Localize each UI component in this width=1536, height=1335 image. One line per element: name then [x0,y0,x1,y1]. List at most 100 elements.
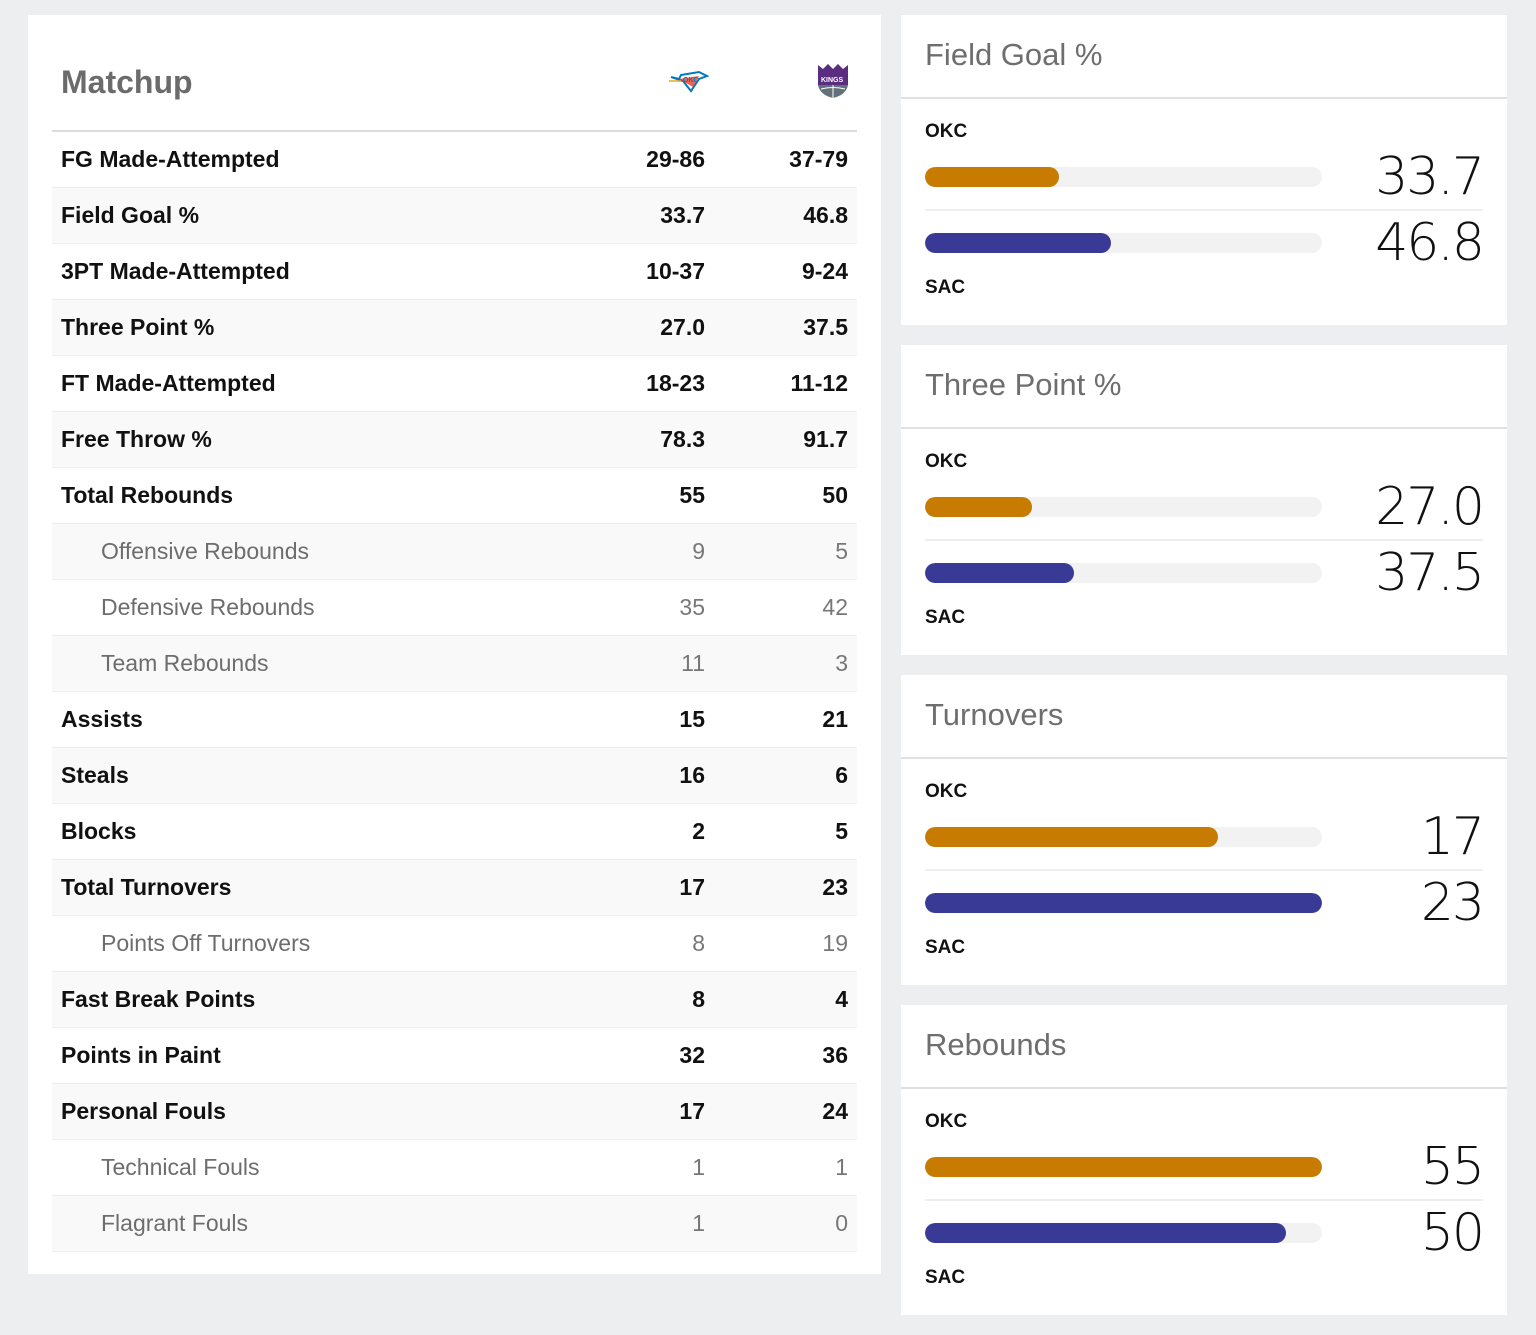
table-row: Total Turnovers 17 23 [52,860,857,916]
sac-stat-value: 19 [822,930,848,956]
sac-big-value: 50 [1420,1203,1485,1263]
sac-big-value: 37.5 [1375,543,1485,603]
okc-stat-value: 27.0 [660,314,705,340]
table-row: FT Made-Attempted 18-23 11-12 [52,356,857,412]
sac-stat-value: 36 [822,1042,848,1068]
sac-stat-value: 1 [835,1154,848,1180]
panel-title: Rebounds [925,1027,1067,1062]
okc-stat-value: 29-86 [646,146,705,172]
panel-header: Turnovers [901,675,1507,759]
okc-stat-value: 35 [679,594,705,620]
stat-label: Three Point % [61,314,215,340]
okc-stat-value: 9 [692,538,705,564]
okc-bar-fill [925,827,1219,847]
okc-stat-value: 16 [679,762,705,788]
sac-stat-value: 37-79 [789,146,848,172]
table-row: Fast Break Points 8 4 [52,972,857,1028]
stat-label: Blocks [61,818,137,844]
table-row: Assists 15 21 [52,692,857,748]
okc-stat-value: 1 [692,1154,705,1180]
okc-big-value: 33.7 [1375,147,1485,207]
table-row: Offensive Rebounds 9 5 [52,524,857,580]
okc-stat-value: 10-37 [646,258,705,284]
table-row: Total Rebounds 55 50 [52,468,857,524]
okc-stat-value: 1 [692,1210,705,1236]
stat-label: Points in Paint [61,1042,221,1068]
stat-label: Points Off Turnovers [101,930,311,956]
stat-comparison-panel: Rebounds OKC 55 50 SAC [901,1005,1507,1315]
sac-bar-fill [925,233,1111,253]
sac-kings-logo-icon: KINGS [818,64,848,98]
sac-stat-value: 23 [822,874,848,900]
sac-bar-fill [925,563,1074,583]
table-row: Points in Paint 32 36 [52,1028,857,1084]
okc-bar-track [925,167,1322,187]
stat-label: Team Rebounds [101,650,269,676]
table-row: Blocks 2 5 [52,804,857,860]
okc-big-value: 27.0 [1375,477,1485,537]
stat-label: Offensive Rebounds [101,538,309,564]
sac-bar-track [925,563,1322,583]
okc-stat-value: 32 [679,1042,705,1068]
panel-divider [925,539,1483,541]
okc-stat-value: 17 [679,874,705,900]
matchup-header: Matchup OKC KINGS [52,15,857,132]
sac-stat-value: 6 [835,762,848,788]
panel-divider [925,209,1483,211]
okc-bar-track [925,827,1322,847]
sac-stat-value: 46.8 [803,202,848,228]
svg-text:KINGS: KINGS [821,77,844,84]
stat-comparison-panel: Field Goal % OKC 33.7 46.8 SAC [901,15,1507,325]
okc-bar-track [925,497,1322,517]
sac-bar-track [925,233,1322,253]
stat-comparison-panel: Turnovers OKC 17 23 SAC [901,675,1507,985]
okc-stat-value: 15 [679,706,705,732]
table-row: Flagrant Fouls 1 0 [52,1196,857,1252]
panel-header: Three Point % [901,345,1507,429]
sac-big-value: 23 [1420,873,1485,933]
stat-label: Personal Fouls [61,1098,226,1124]
panel-divider [925,869,1483,871]
table-row: Field Goal % 33.7 46.8 [52,188,857,244]
sac-stat-value: 37.5 [803,314,848,340]
sac-stat-value: 24 [822,1098,848,1124]
sac-team-label: SAC [925,607,966,628]
okc-bar-fill [925,497,1033,517]
stat-label: Defensive Rebounds [101,594,315,620]
okc-bar-fill [925,1157,1322,1177]
table-row: Technical Fouls 1 1 [52,1140,857,1196]
panel-title: Three Point % [925,367,1122,402]
sac-team-label: SAC [925,937,966,958]
sac-stat-value: 42 [822,594,848,620]
stat-label: 3PT Made-Attempted [61,258,290,284]
panel-title: Turnovers [925,697,1064,732]
table-row: Personal Fouls 17 24 [52,1084,857,1140]
stat-label: FG Made-Attempted [61,146,280,172]
table-row: Three Point % 27.0 37.5 [52,300,857,356]
stat-label: Assists [61,706,143,732]
stat-label: Technical Fouls [101,1154,260,1180]
okc-big-value: 55 [1420,1137,1485,1197]
stat-comparison-panel: Three Point % OKC 27.0 37.5 SAC [901,345,1507,655]
okc-stat-value: 17 [679,1098,705,1124]
panel-header: Rebounds [901,1005,1507,1089]
stat-label: Total Rebounds [61,482,234,508]
sac-bar-track [925,893,1322,913]
okc-stat-value: 18-23 [646,370,705,396]
stat-label: Fast Break Points [61,986,256,1012]
sac-stat-value: 5 [835,818,848,844]
okc-stat-value: 2 [692,818,705,844]
okc-stat-value: 8 [692,930,705,956]
okc-stat-value: 11 [681,650,705,676]
okc-stat-value: 33.7 [660,202,705,228]
okc-stat-value: 8 [692,986,705,1012]
okc-team-label: OKC [925,121,968,142]
stat-label: Field Goal % [61,202,200,228]
okc-big-value: 17 [1420,807,1485,867]
okc-team-label: OKC [925,1111,968,1132]
sac-stat-value: 9-24 [801,258,848,284]
table-row: 3PT Made-Attempted 10-37 9-24 [52,244,857,300]
sac-stat-value: 5 [835,538,848,564]
sac-stat-value: 91.7 [803,426,848,452]
sac-stat-value: 4 [835,986,848,1012]
